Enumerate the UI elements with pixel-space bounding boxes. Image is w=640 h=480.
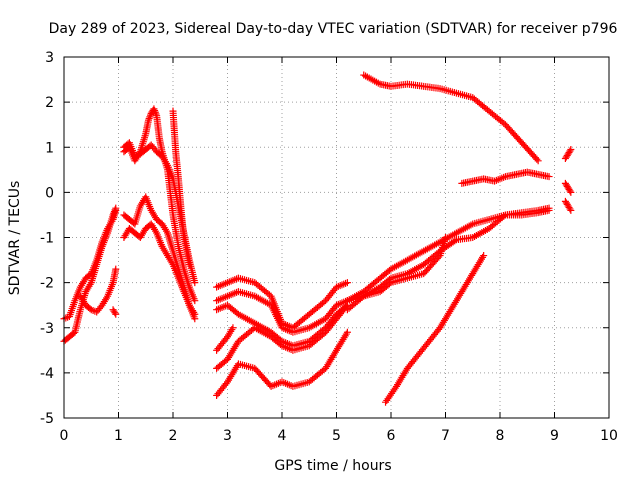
x-axis-label: GPS time / hours	[274, 458, 391, 474]
series-arc-peak-e	[169, 107, 193, 269]
y-tick-label: 0	[45, 185, 54, 201]
axis-ticks: 0 1 2 3 4 5 6 7 8 9 10 -5 -4 -3 -2 -1 0 1 2 3	[40, 50, 618, 444]
series-arc-late-a	[360, 71, 542, 165]
data-point	[566, 147, 574, 155]
series-arc-late-e	[343, 234, 449, 305]
series-arc-late-g	[561, 146, 575, 163]
data-point	[147, 111, 155, 119]
y-tick-label: -1	[40, 231, 54, 247]
data-point	[229, 324, 237, 332]
series-arc-late-b	[458, 168, 553, 187]
data-point	[480, 252, 488, 260]
series-arc-late-h	[561, 197, 575, 214]
data-point	[111, 309, 119, 317]
y-axis-label: SDTVAR / TECUs	[7, 181, 23, 296]
data-point	[567, 206, 575, 214]
data-point	[185, 261, 193, 269]
chart-title: Day 289 of 2023, Sidereal Day-to-day VTE…	[49, 21, 618, 37]
y-tick-label: 3	[45, 50, 54, 66]
x-tick-label: 9	[550, 428, 559, 444]
data-point	[435, 253, 443, 261]
x-tick-label: 10	[600, 428, 618, 444]
data-point	[191, 279, 199, 287]
x-tick-label: 2	[169, 428, 178, 444]
series-arc-late-f	[382, 252, 488, 406]
series-arc-early-d	[109, 306, 120, 318]
data-point	[534, 157, 542, 165]
data-point	[343, 328, 351, 336]
data-point	[62, 314, 70, 322]
series-arc-peak-a	[120, 105, 199, 305]
data-point	[545, 206, 553, 214]
data-point	[112, 206, 120, 214]
data-point	[442, 234, 449, 241]
data-point	[567, 146, 575, 154]
x-tick-label: 4	[278, 428, 287, 444]
x-tick-label: 0	[60, 428, 69, 444]
series-arc-early-b	[60, 206, 120, 323]
data-point	[191, 315, 199, 323]
series-arc-late-d	[343, 206, 553, 314]
y-tick-label: -4	[40, 366, 54, 382]
x-tick-label: 5	[332, 428, 341, 444]
data-point	[320, 298, 328, 306]
data-point	[566, 187, 574, 195]
y-tick-label: -2	[40, 276, 54, 292]
data-point	[320, 330, 328, 338]
data-point	[112, 265, 120, 273]
x-tick-label: 8	[496, 428, 505, 444]
series-arc-late-i	[561, 179, 575, 196]
series-arc-peak-d	[120, 220, 199, 323]
data-point	[191, 297, 199, 305]
series-arc-early-c	[76, 265, 120, 316]
data-point	[566, 205, 574, 213]
data-point	[151, 107, 159, 115]
x-tick-label: 7	[441, 428, 450, 444]
data-point	[533, 155, 541, 163]
data-point	[152, 110, 160, 118]
x-tick-label: 1	[114, 428, 123, 444]
series-arc-mid-a	[213, 274, 351, 332]
series-arc-mid-d	[213, 301, 351, 372]
x-tick-label: 3	[223, 428, 232, 444]
series-arc-mid-e	[213, 328, 351, 399]
data-point	[545, 173, 553, 181]
data-point	[567, 188, 575, 196]
data-point	[145, 114, 153, 122]
data-point	[385, 280, 393, 288]
series-arc-mid-f	[213, 324, 237, 354]
series-arc-mid-b	[213, 288, 351, 336]
data-point	[500, 212, 508, 220]
data-point	[451, 237, 459, 245]
y-tick-label: -3	[40, 321, 54, 337]
data-point	[112, 310, 120, 318]
data-point	[151, 108, 159, 116]
x-tick-label: 6	[387, 428, 396, 444]
data-point	[150, 105, 158, 113]
data-point	[146, 113, 154, 121]
data-point	[144, 116, 152, 124]
y-tick-label: 1	[45, 140, 54, 156]
grid-lines	[64, 57, 609, 418]
data-point	[343, 279, 351, 287]
y-tick-label: 2	[45, 95, 54, 111]
y-tick-label: -5	[40, 411, 54, 427]
data-points	[60, 71, 575, 406]
